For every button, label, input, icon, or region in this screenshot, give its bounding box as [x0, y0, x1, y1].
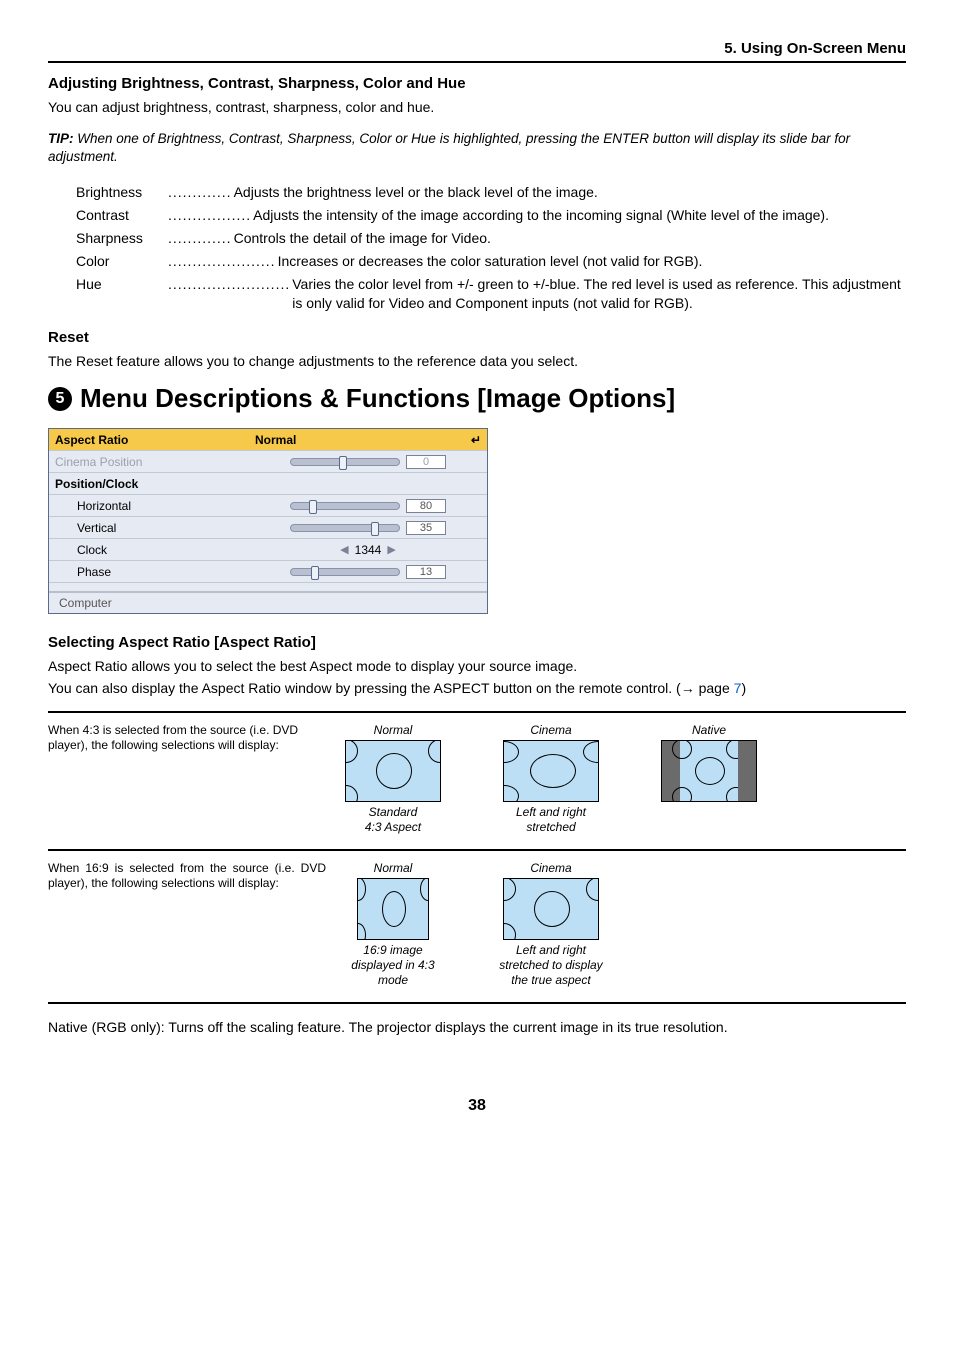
osd-value-phase: 13	[406, 565, 446, 579]
def-term: Sharpness	[76, 229, 166, 248]
osd-slider-horizontal[interactable]	[290, 502, 400, 510]
def-desc: Varies the color level from +/- green to…	[292, 275, 906, 313]
def-term: Hue	[76, 275, 166, 313]
diagram-normal-43	[345, 740, 441, 802]
osd-value-cinema: 0	[406, 455, 446, 469]
section-number-badge: 5	[48, 387, 72, 411]
def-desc: Adjusts the intensity of the image accor…	[253, 206, 906, 225]
def-desc: Increases or decreases the color saturat…	[278, 252, 906, 271]
osd-status-text: Computer	[59, 596, 112, 610]
section-title-text: Menu Descriptions & Functions [Image Opt…	[80, 383, 675, 414]
aspect-cell: Native	[654, 723, 764, 835]
aspect-cell: Normal 16:9 imagedisplayed in 4:3mode	[338, 861, 448, 988]
def-term: Color	[76, 252, 166, 271]
osd-row-cinema[interactable]: Cinema Position 0	[49, 451, 487, 473]
osd-label-aspect: Aspect Ratio	[55, 433, 255, 447]
def-desc: Controls the detail of the image for Vid…	[234, 229, 906, 248]
section-title-image-options: 5 Menu Descriptions & Functions [Image O…	[48, 383, 906, 414]
osd-label-phase: Phase	[55, 565, 255, 579]
aspect-cell: Cinema Left and rightstretched to displa…	[496, 861, 606, 988]
osd-value-clock: 1344	[355, 543, 382, 557]
osd-label-horizontal: Horizontal	[55, 499, 255, 513]
osd-value-vertical: 35	[406, 521, 446, 535]
reset-body: The Reset feature allows you to change a…	[48, 352, 906, 372]
chapter-title: 5. Using On-Screen Menu	[48, 40, 906, 61]
osd-row-horizontal[interactable]: Horizontal 80	[49, 495, 487, 517]
osd-status-bar: Computer	[49, 591, 487, 613]
osd-row-phase[interactable]: Phase 13	[49, 561, 487, 583]
tip-body: When one of Brightness, Contrast, Sharpn…	[48, 131, 850, 165]
osd-value-horizontal: 80	[406, 499, 446, 513]
heading-reset: Reset	[48, 329, 906, 346]
enter-icon: ↵	[471, 433, 481, 447]
aspect-diagrams: When 4:3 is selected from the source (i.…	[48, 711, 906, 1004]
tip-paragraph: TIP: When one of Brightness, Contrast, S…	[48, 130, 906, 168]
osd-slider-cinema[interactable]	[290, 458, 400, 466]
osd-label-posclock: Position/Clock	[55, 477, 255, 491]
osd-slider-phase[interactable]	[290, 568, 400, 576]
heading-adjusting: Adjusting Brightness, Contrast, Sharpnes…	[48, 75, 906, 92]
aspect-p1: Aspect Ratio allows you to select the be…	[48, 657, 906, 677]
osd-label-cinema: Cinema Position	[55, 455, 255, 469]
aspect-row-43-text: When 4:3 is selected from the source (i.…	[48, 723, 338, 754]
osd-row-posclock: Position/Clock	[49, 473, 487, 495]
definition-list: Brightness.............Adjusts the brigh…	[76, 183, 906, 312]
osd-row-clock[interactable]: Clock ◀ 1344 ▶	[49, 539, 487, 561]
page-number: 38	[48, 1097, 906, 1115]
osd-value-aspect: Normal	[255, 433, 296, 447]
diagram-cinema-43	[503, 740, 599, 802]
aspect-p2: You can also display the Aspect Ratio wi…	[48, 679, 906, 699]
osd-menu: Aspect Ratio Normal ↵ Cinema Position 0 …	[48, 428, 488, 614]
tip-label: TIP:	[48, 131, 74, 146]
adjust-intro: You can adjust brightness, contrast, sha…	[48, 98, 906, 118]
arrow-right-icon[interactable]: ▶	[381, 543, 401, 556]
osd-label-vertical: Vertical	[55, 521, 255, 535]
arrow-left-icon[interactable]: ◀	[334, 543, 354, 556]
heading-aspect-ratio: Selecting Aspect Ratio [Aspect Ratio]	[48, 634, 906, 651]
diagram-normal-169	[357, 878, 429, 940]
aspect-cell: Cinema Left and rightstretched	[496, 723, 606, 835]
osd-row-vertical[interactable]: Vertical 35	[49, 517, 487, 539]
native-note: Native (RGB only): Turns off the scaling…	[48, 1018, 906, 1038]
aspect-row-169-text: When 16:9 is selected from the source (i…	[48, 861, 338, 892]
diagram-cinema-169	[503, 878, 599, 940]
def-desc: Adjusts the brightness level or the blac…	[234, 183, 906, 202]
aspect-cell: Normal Standard4:3 Aspect	[338, 723, 448, 835]
def-term: Brightness	[76, 183, 166, 202]
osd-label-clock: Clock	[55, 543, 255, 557]
diagram-native	[661, 740, 757, 802]
def-term: Contrast	[76, 206, 166, 225]
osd-row-aspect[interactable]: Aspect Ratio Normal ↵	[49, 429, 487, 451]
osd-slider-vertical[interactable]	[290, 524, 400, 532]
